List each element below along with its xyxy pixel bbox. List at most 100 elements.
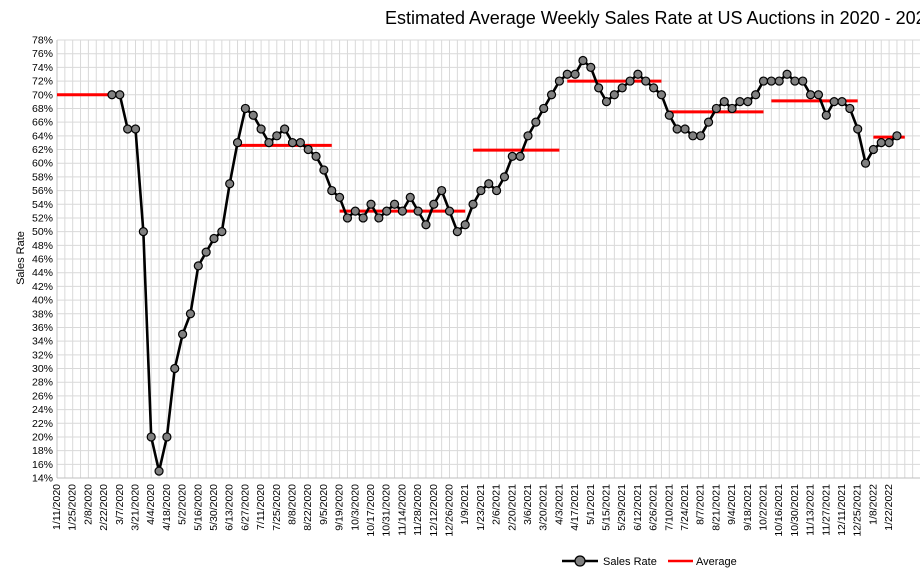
- sales-rate-point: [413, 206, 423, 216]
- y-tick-label: 24%: [32, 404, 53, 416]
- y-tick-label: 78%: [32, 35, 53, 47]
- sales-rate-point: [672, 124, 682, 134]
- sales-rate-point: [342, 213, 353, 223]
- sales-rate-point: [405, 192, 415, 203]
- sales-rate-point: [256, 124, 266, 134]
- x-tick-label: 8/8/2020: [287, 484, 299, 525]
- x-tick-label: 5/30/2020: [208, 484, 220, 531]
- legend-sales-rate-marker: [574, 555, 586, 567]
- sales-rate-point: [648, 83, 659, 93]
- sales-rate-point: [531, 117, 541, 127]
- sales-rate-point: [562, 69, 572, 79]
- y-tick-label: 62%: [32, 144, 53, 156]
- x-tick-label: 10/17/2020: [365, 484, 377, 537]
- sales-rate-point: [727, 103, 737, 114]
- x-tick-label: 9/4/2021: [726, 484, 738, 525]
- sales-rate-point: [711, 103, 722, 114]
- sales-rate-point: [578, 55, 588, 66]
- sales-rate-point: [366, 199, 376, 209]
- sales-rate-point: [484, 179, 494, 189]
- sales-rate-point: [185, 309, 196, 319]
- x-tick-label: 3/20/2021: [538, 484, 550, 531]
- sales-rate-point: [170, 363, 180, 374]
- x-tick-label: 2/8/2020: [82, 484, 94, 525]
- sales-rate-point: [554, 76, 565, 86]
- x-tick-label: 1/11/2020: [51, 484, 63, 530]
- sales-rate-point: [389, 199, 400, 209]
- x-tick-label: 5/29/2021: [616, 484, 628, 531]
- sales-rate-point: [853, 124, 863, 134]
- sales-rate-point: [782, 69, 792, 79]
- y-tick-label: 16%: [32, 459, 53, 471]
- x-tick-label: 2/20/2021: [506, 484, 518, 531]
- x-tick-label: 10/2/2021: [758, 484, 770, 531]
- sales-rate-point: [633, 69, 643, 79]
- sales-rate-point: [758, 76, 769, 86]
- y-tick-label: 26%: [32, 390, 53, 402]
- x-tick-label: 6/12/2021: [632, 484, 644, 531]
- sales-rate-point: [444, 206, 455, 216]
- sales-rate-point: [452, 227, 462, 237]
- sales-rate-point: [735, 96, 745, 107]
- sales-rate-point: [319, 165, 329, 175]
- sales-rate-point: [264, 138, 274, 148]
- y-tick-label: 32%: [32, 349, 53, 361]
- y-tick-label: 38%: [32, 308, 53, 320]
- y-tick-label: 30%: [32, 363, 53, 375]
- x-tick-label: 5/15/2021: [601, 484, 613, 531]
- x-tick-label: 12/26/2020: [444, 484, 456, 537]
- sales-rate-series: [107, 55, 902, 476]
- y-tick-label: 58%: [32, 171, 53, 183]
- sales-rate-point: [217, 227, 227, 237]
- y-axis-label: Sales Rate: [15, 231, 27, 285]
- sales-rate-point: [507, 151, 517, 161]
- sales-rate-point: [805, 90, 816, 100]
- sales-rate-point: [272, 131, 282, 141]
- x-tick-label: 11/27/2021: [820, 484, 832, 536]
- x-tick-label: 2/6/2021: [491, 484, 503, 525]
- sales-rate-point: [382, 206, 392, 216]
- y-tick-label: 68%: [32, 103, 53, 115]
- x-tick-label: 1/23/2021: [475, 484, 487, 531]
- y-tick-label: 50%: [32, 226, 53, 238]
- sales-rate-point: [429, 199, 439, 209]
- sales-rate-point: [209, 233, 219, 244]
- x-tick-label: 4/4/2020: [145, 484, 157, 525]
- x-tick-label: 2/22/2020: [98, 484, 110, 531]
- sales-rate-point: [421, 220, 431, 230]
- x-tick-label: 9/5/2020: [318, 484, 330, 525]
- sales-rate-point: [876, 138, 886, 148]
- y-tick-label: 66%: [32, 117, 53, 129]
- sales-rate-point: [743, 96, 753, 107]
- legend-average-label: Average: [696, 556, 737, 568]
- x-tick-label: 7/25/2020: [271, 484, 283, 531]
- x-tick-label: 7/11/2020: [255, 484, 267, 530]
- x-tick-label: 11/14/2020: [396, 484, 408, 536]
- sales-rate-point: [178, 329, 188, 339]
- x-tick-label: 1/9/2021: [459, 484, 471, 525]
- sales-rate-point: [374, 213, 384, 223]
- sales-rate-point: [617, 83, 627, 93]
- sales-rate-point: [232, 138, 243, 148]
- y-tick-label: 34%: [32, 336, 53, 348]
- sales-rate-point: [130, 124, 141, 134]
- sales-rate-point: [688, 131, 698, 141]
- y-tick-label: 22%: [32, 418, 53, 430]
- y-tick-label: 48%: [32, 240, 53, 252]
- x-tick-label: 4/17/2021: [569, 484, 581, 531]
- x-tick-label: 8/22/2020: [302, 484, 314, 531]
- sales-rate-point: [696, 131, 706, 141]
- sales-rate-point: [837, 96, 847, 107]
- x-tick-label: 10/31/2020: [381, 484, 393, 537]
- sales-rate-point: [546, 90, 557, 100]
- sales-rate-point: [601, 96, 612, 107]
- y-tick-label: 40%: [32, 295, 53, 307]
- y-tick-label: 20%: [32, 431, 53, 443]
- x-tick-label: 8/21/2021: [710, 484, 722, 531]
- y-tick-label: 72%: [32, 76, 53, 88]
- x-tick-label: 8/7/2021: [695, 484, 707, 525]
- sales-rate-point: [468, 199, 478, 209]
- sales-rate-point: [664, 110, 674, 120]
- sales-rate-point: [798, 76, 808, 86]
